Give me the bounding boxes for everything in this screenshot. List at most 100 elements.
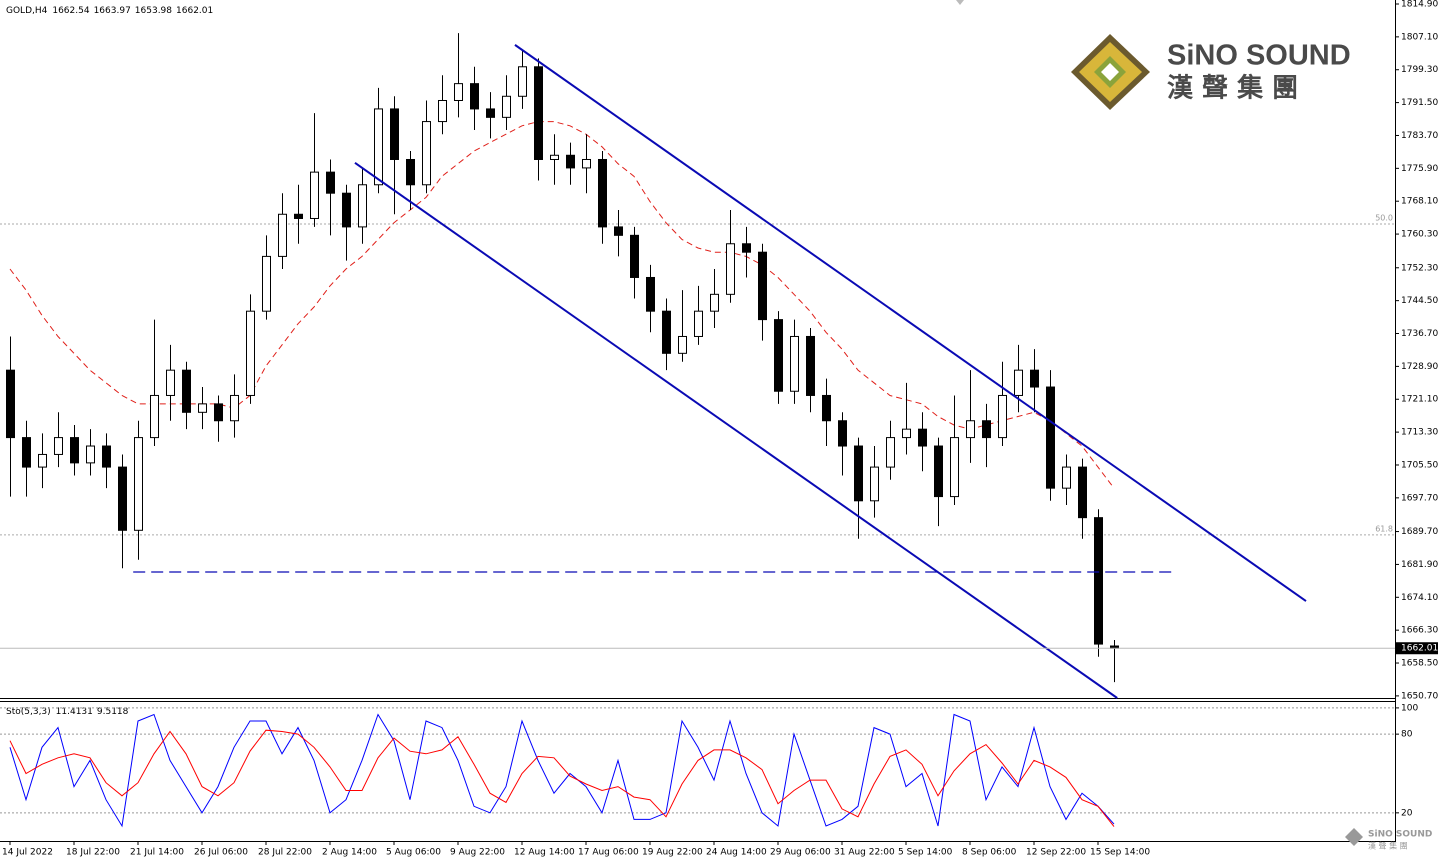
candle-body xyxy=(710,293,719,312)
candle-body xyxy=(1062,466,1071,489)
candle-body xyxy=(998,394,1007,439)
candle-body xyxy=(678,335,687,354)
candle-body xyxy=(422,121,431,186)
y-tick-label: 1674.10 xyxy=(1401,593,1438,603)
candle-body xyxy=(758,251,767,321)
candle-body xyxy=(598,158,607,228)
candle-body xyxy=(406,158,415,186)
d-value: 9.5118 xyxy=(97,707,129,717)
candle-body xyxy=(150,394,159,439)
candle-body xyxy=(1014,369,1023,396)
candle-body xyxy=(278,213,287,257)
y-tick-label: 1721.10 xyxy=(1401,395,1438,405)
candle-body xyxy=(102,445,111,468)
y-tick-label: 1814.90 xyxy=(1401,0,1438,10)
x-tick-label: 5 Aug 06:00 xyxy=(386,848,441,858)
candle-body xyxy=(726,243,735,295)
candle-body xyxy=(70,437,79,464)
price-tag-label: 1662.01 xyxy=(1401,644,1438,654)
candle-body xyxy=(294,213,303,219)
y-tick-label: 1744.50 xyxy=(1401,296,1438,306)
candle-body xyxy=(1078,466,1087,519)
candle-body xyxy=(214,403,223,422)
x-tick-label: 5 Sep 14:00 xyxy=(898,848,953,858)
y-tick-label: 100 xyxy=(1401,703,1418,713)
y-tick-label: 1658.50 xyxy=(1401,659,1438,669)
y-tick-label: 1775.90 xyxy=(1401,164,1438,174)
y-tick-label: 1713.30 xyxy=(1401,428,1438,438)
y-tick-label: 80 xyxy=(1401,730,1413,740)
trend-line xyxy=(514,44,1307,602)
moving-average xyxy=(9,121,1115,489)
candle-body xyxy=(198,403,207,413)
candle-body xyxy=(950,437,959,498)
candle-body xyxy=(902,428,911,439)
level-label: 50.0 xyxy=(1375,213,1393,222)
candle-body xyxy=(806,335,815,396)
x-tick-label: 15 Sep 14:00 xyxy=(1090,848,1150,858)
x-tick-label: 19 Aug 22:00 xyxy=(642,848,703,858)
candle-body xyxy=(982,420,991,439)
candle-body xyxy=(1046,386,1055,489)
candle-body xyxy=(454,83,463,101)
y-tick-label: 1791.50 xyxy=(1401,98,1438,108)
candle-body xyxy=(166,369,175,396)
trend-line xyxy=(354,162,1118,699)
y-tick-label: 1799.30 xyxy=(1401,65,1438,75)
x-tick-label: 17 Aug 06:00 xyxy=(578,848,639,858)
candle-body xyxy=(918,428,927,447)
candle-body xyxy=(582,158,591,169)
candle-body xyxy=(1094,517,1103,645)
candle-body xyxy=(550,154,559,160)
shift-marker xyxy=(956,0,964,5)
last-close: 1662.01 xyxy=(176,6,213,16)
logo-small: SiNO SOUND 漢 聲 集 團 xyxy=(1345,828,1432,851)
candle-body xyxy=(518,66,527,97)
candle-body xyxy=(630,234,639,278)
y-tick-label: 1705.50 xyxy=(1401,460,1438,470)
candle-body xyxy=(134,437,143,531)
last-open: 1662.54 xyxy=(52,6,89,16)
candle-body xyxy=(886,437,895,468)
oscillator-line xyxy=(9,713,1115,828)
candle-body xyxy=(38,453,47,468)
x-tick-label: 24 Aug 14:00 xyxy=(706,848,767,858)
logo-name: SiNO SOUND xyxy=(1368,830,1432,840)
candle-body xyxy=(694,310,703,337)
x-tick-label: 14 Jul 2022 xyxy=(2,848,53,858)
candle-body xyxy=(182,369,191,413)
logo-diamond xyxy=(1101,63,1119,81)
candle-body xyxy=(742,243,751,253)
candle-body xyxy=(310,171,319,219)
logo-diamond xyxy=(1345,828,1363,846)
candle-body xyxy=(342,192,351,228)
y-tick-label: 20 xyxy=(1401,808,1413,818)
candle-body xyxy=(822,394,831,422)
x-tick-label: 31 Aug 22:00 xyxy=(834,848,895,858)
y-tick-label: 1783.70 xyxy=(1401,131,1438,141)
y-tick-label: 1681.90 xyxy=(1401,560,1438,570)
candle-body xyxy=(246,310,255,396)
y-tick-label: 1768.10 xyxy=(1401,197,1438,207)
y-tick-label: 1760.30 xyxy=(1401,230,1438,240)
candle-body xyxy=(1030,369,1039,388)
candle-body xyxy=(6,369,15,439)
x-tick-label: 29 Aug 06:00 xyxy=(770,848,831,858)
x-tick-label: 26 Jul 06:00 xyxy=(194,848,248,858)
candle-body xyxy=(774,319,783,392)
candle-body xyxy=(374,108,383,186)
symbol: GOLD,H4 xyxy=(6,6,48,16)
last-high: 1663.97 xyxy=(94,6,131,16)
candle-body xyxy=(86,445,95,464)
candle-body xyxy=(486,108,495,118)
y-tick-label: 1689.70 xyxy=(1401,527,1438,537)
candle-body xyxy=(358,184,367,228)
candle-body xyxy=(438,99,447,123)
last-low: 1653.98 xyxy=(135,6,172,16)
x-tick-label: 8 Sep 06:00 xyxy=(962,848,1017,858)
candle-body xyxy=(870,466,879,502)
candle-body xyxy=(534,66,543,160)
x-tick-label: 2 Aug 14:00 xyxy=(322,848,377,858)
